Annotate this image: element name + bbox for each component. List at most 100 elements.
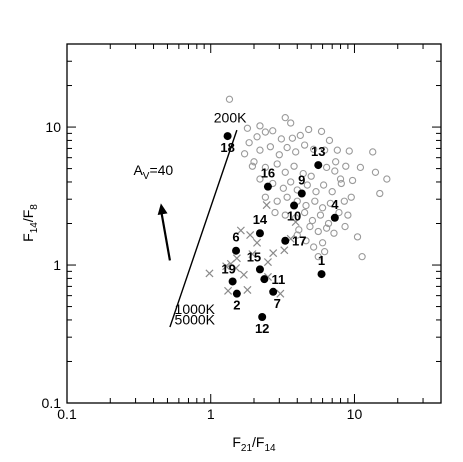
open-circle-point	[302, 201, 310, 210]
open-circle-point	[306, 222, 314, 231]
open-circle-point	[279, 184, 287, 192]
y-tick-label: 0.1	[42, 395, 62, 411]
open-circle-point	[358, 253, 366, 261]
x-tick-label: 1	[207, 406, 215, 422]
arrow-icon	[157, 203, 168, 215]
open-circle-point	[376, 189, 384, 198]
open-circle-point	[269, 127, 277, 135]
cross-point	[253, 238, 262, 247]
open-circle-point	[271, 208, 279, 217]
source-label: 19	[221, 261, 235, 276]
open-circle-point	[322, 224, 331, 232]
open-circle-point	[293, 231, 301, 239]
open-circle-point	[245, 139, 253, 147]
source-label: 10	[287, 209, 301, 224]
open-circle-point	[340, 197, 348, 205]
open-circle-point	[341, 222, 349, 231]
source-point	[330, 213, 339, 222]
open-circle-point	[303, 181, 311, 189]
open-circle-point	[299, 169, 307, 178]
open-circle-point	[344, 211, 352, 219]
cross-point	[205, 269, 214, 278]
open-circle-point	[383, 175, 391, 183]
tick-labels: 0.1 1 10 0.1 1 10	[42, 119, 363, 422]
source-point	[258, 313, 267, 322]
cross-point	[222, 262, 231, 271]
open-circle-point	[345, 147, 353, 155]
source-point	[281, 236, 290, 245]
source-point	[263, 182, 272, 191]
source-point	[297, 189, 306, 198]
open-circle-point	[333, 146, 341, 154]
open-circle-point	[302, 237, 310, 245]
open-circle-point	[322, 163, 331, 172]
open-circle-point	[273, 160, 281, 168]
cross-point	[269, 249, 278, 258]
open-circle-point	[225, 95, 234, 103]
open-circle-point	[281, 168, 289, 176]
open-circle-point	[290, 162, 298, 170]
source-point	[317, 270, 326, 279]
source-label: 16	[261, 166, 275, 181]
source-label: 2	[233, 298, 240, 313]
source-label: 15	[247, 249, 261, 264]
open-circle-point	[328, 188, 336, 196]
open-circle-point	[261, 163, 270, 172]
source-label: 18	[220, 140, 234, 155]
cross-point	[280, 246, 289, 255]
open-circle-point	[353, 233, 362, 241]
open-circle-point	[369, 148, 377, 156]
open-circle-point	[371, 168, 380, 176]
source-point	[269, 287, 278, 296]
open-circle-point	[330, 229, 338, 237]
open-circle-point	[314, 227, 322, 236]
open-circle-point	[312, 188, 320, 196]
open-circle-point	[318, 204, 327, 212]
y-tick-label: 10	[45, 119, 61, 135]
open-circle-point	[325, 136, 334, 145]
open-circle-point	[283, 193, 291, 201]
source-point	[232, 246, 241, 255]
open-circle-point	[256, 175, 264, 183]
open-circle-point	[292, 214, 300, 222]
open-circle-point	[320, 146, 329, 154]
open-circle-point	[292, 148, 300, 156]
open-circle-point	[314, 253, 322, 261]
open-circle-series	[225, 95, 391, 261]
open-circle-point	[256, 146, 264, 154]
cross-point	[232, 264, 241, 273]
source-label: 13	[311, 144, 325, 159]
cross-point	[248, 250, 257, 259]
cross-point	[276, 289, 285, 298]
open-circle-point	[308, 216, 317, 225]
source-label: 1	[318, 253, 325, 268]
open-circle-point	[295, 226, 303, 234]
cross-point	[236, 226, 245, 235]
source-label: 6	[232, 230, 239, 245]
x-tick-label: 10	[347, 406, 363, 422]
open-circle-point	[240, 150, 249, 158]
open-circle-point	[304, 125, 313, 134]
source-label: 12	[255, 321, 269, 336]
cross-point	[246, 231, 255, 240]
cross-point	[263, 258, 272, 267]
source-label: 17	[292, 234, 306, 249]
open-circle-point	[320, 248, 329, 256]
source-point	[255, 265, 264, 274]
cross-point	[262, 201, 271, 210]
open-circle-point	[250, 158, 258, 166]
cross-point	[291, 217, 300, 227]
source-point	[228, 277, 237, 286]
open-circle-point	[248, 162, 257, 170]
open-circle-point	[348, 176, 357, 185]
open-circle-point	[337, 179, 345, 188]
open-circle-point	[283, 143, 291, 152]
open-circle-point	[296, 131, 304, 140]
open-circle-point	[347, 193, 355, 201]
open-circle-point	[311, 197, 319, 205]
open-circle-point	[331, 167, 339, 175]
open-circle-point	[332, 158, 340, 166]
source-point	[223, 132, 232, 141]
